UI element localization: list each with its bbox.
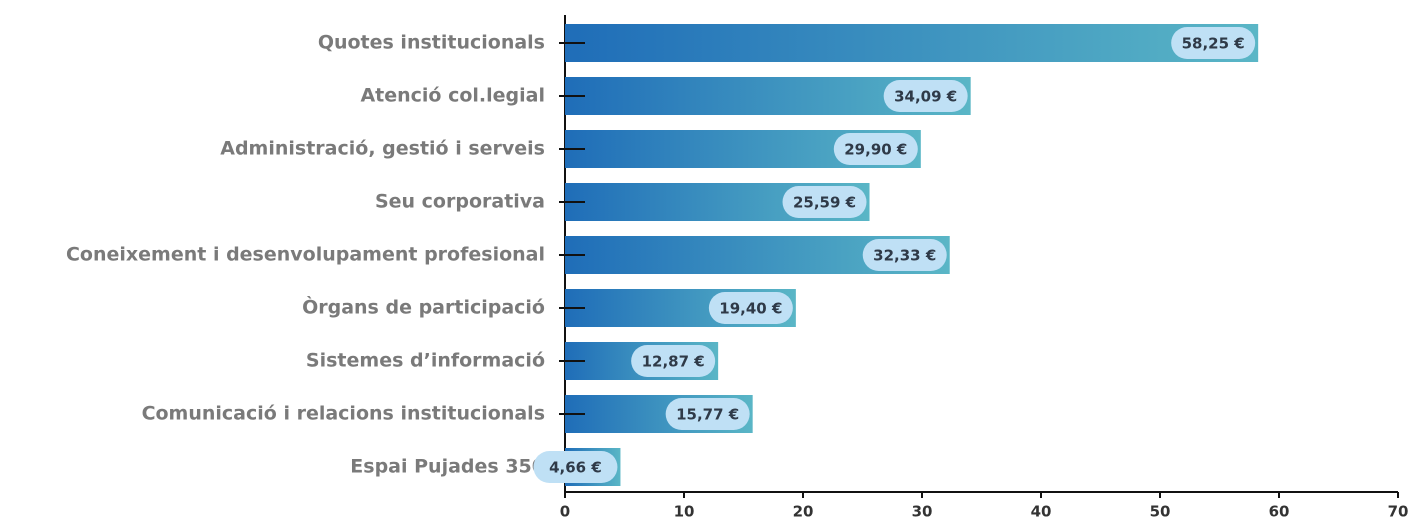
x-tick-label: 60: [1269, 503, 1290, 521]
x-tick-label: 40: [1031, 503, 1052, 521]
value-label: 58,25 €: [1182, 35, 1245, 53]
value-pill: [1171, 27, 1256, 59]
category-label: Seu corporativa: [375, 191, 545, 213]
category-label: Sistemes d’informació: [306, 350, 545, 372]
x-tick-label: 30: [912, 503, 933, 521]
x-tick-label: 10: [674, 503, 695, 521]
value-pill: [862, 239, 947, 271]
value-label: 15,77 €: [676, 406, 739, 424]
value-label: 4,66 €: [549, 459, 602, 477]
value-label: 34,09 €: [894, 88, 957, 106]
category-label: Quotes institucionals: [318, 32, 545, 54]
value-label: 32,33 €: [873, 247, 936, 265]
category-label: Òrgans de participació: [302, 295, 545, 319]
x-tick-label: 0: [560, 503, 570, 521]
value-pill: [631, 345, 716, 377]
category-label: Espai Pujades 350: [350, 456, 545, 478]
value-pill: [782, 186, 867, 218]
bar: [565, 24, 1259, 62]
value-label: 19,40 €: [719, 300, 782, 318]
value-pill: [883, 80, 968, 112]
category-label: Comunicació i relacions institucionals: [142, 403, 545, 425]
x-tick-label: 20: [793, 503, 814, 521]
value-pill: [708, 292, 793, 324]
value-pill: [533, 451, 618, 483]
value-pill: [833, 133, 918, 165]
category-label: Administració, gestió i serveis: [220, 138, 545, 160]
value-label: 29,90 €: [844, 141, 907, 159]
value-pill: [665, 398, 750, 430]
category-label: Atenció col.legial: [360, 85, 545, 107]
value-label: 25,59 €: [793, 194, 856, 212]
value-label: 12,87 €: [642, 353, 705, 371]
category-label: Coneixement i desenvolupament profesiona…: [66, 244, 545, 266]
x-tick-label: 70: [1388, 503, 1409, 521]
x-tick-label: 50: [1150, 503, 1171, 521]
